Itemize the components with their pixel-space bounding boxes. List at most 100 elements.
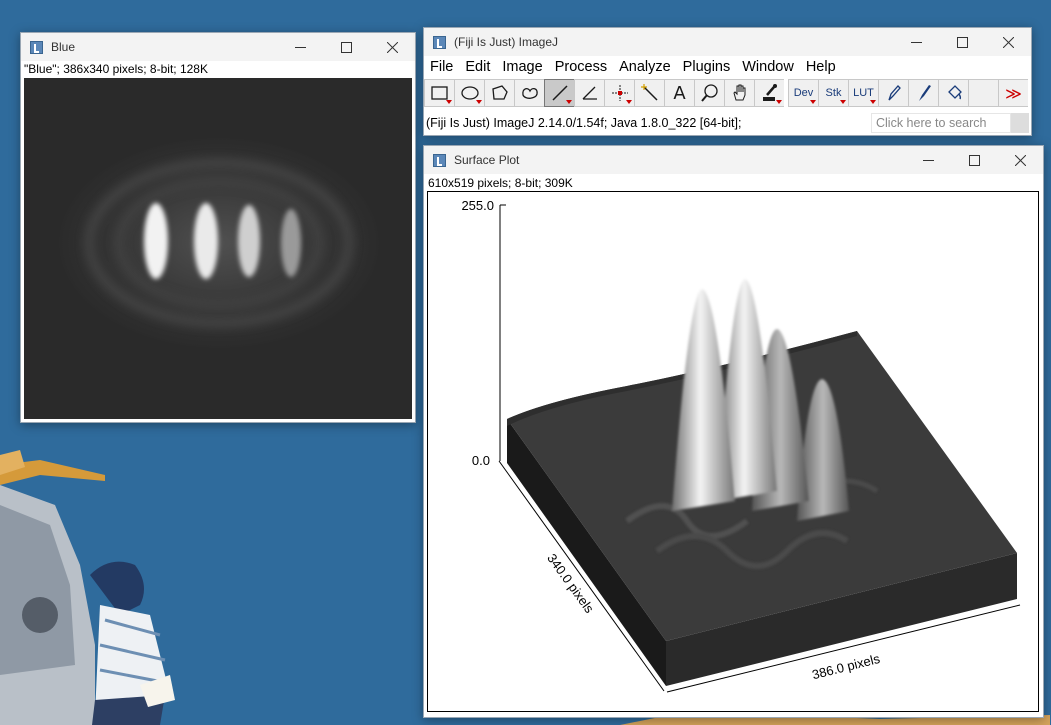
fringe-3 — [238, 205, 260, 277]
surface-side-left — [507, 419, 666, 686]
point-tool[interactable] — [604, 79, 634, 107]
search-button[interactable] — [1011, 113, 1029, 133]
wand-tool[interactable] — [634, 79, 664, 107]
image-info: "Blue"; 386x340 pixels; 8-bit; 128K — [24, 62, 208, 76]
text-tool[interactable]: A — [664, 79, 694, 107]
flood-fill-tool[interactable] — [938, 79, 968, 107]
close-icon — [1002, 36, 1014, 48]
blue-image-window: Blue "Blue"; 386x340 pixels; 8-bit; 128K — [20, 32, 416, 423]
close-button[interactable] — [985, 28, 1031, 56]
surface-side-front — [666, 553, 1017, 686]
color-picker-tool[interactable] — [754, 79, 784, 107]
more-tools-button[interactable]: ≫ — [998, 79, 1028, 107]
menu-analyze[interactable]: Analyze — [619, 59, 671, 75]
lut-label: LUT — [853, 87, 874, 99]
minimize-icon — [294, 46, 306, 48]
brush-icon — [918, 85, 931, 101]
menu-window[interactable]: Window — [742, 59, 794, 75]
rectangle-icon — [430, 86, 448, 100]
polygon-icon — [491, 85, 508, 100]
polygon-tool[interactable] — [484, 79, 514, 107]
y-axis-line — [498, 460, 665, 692]
window-title: Surface Plot — [454, 153, 520, 167]
lut-tool[interactable]: LUT — [848, 79, 878, 107]
oval-icon — [460, 86, 479, 100]
double-chevron-icon: ≫ — [1005, 83, 1022, 103]
close-button[interactable] — [369, 33, 415, 61]
stk-tool[interactable]: Stk — [818, 79, 848, 107]
image-canvas[interactable] — [24, 78, 412, 419]
z-axis-max-label: 255.0 — [461, 198, 494, 213]
angle-tool[interactable] — [574, 79, 604, 107]
wallpaper-art — [0, 450, 175, 725]
brush-tool[interactable] — [908, 79, 938, 107]
search-input[interactable]: Click here to search — [871, 113, 1011, 133]
maximize-button[interactable] — [323, 33, 369, 61]
pencil-tool[interactable] — [878, 79, 908, 107]
maximize-button[interactable] — [951, 146, 997, 174]
maximize-icon — [968, 154, 980, 166]
eyedropper-icon — [762, 84, 777, 101]
imagej-main-window: (Fiji Is Just) ImageJ File Edit Image Pr… — [423, 27, 1032, 136]
fringe-2 — [194, 203, 218, 279]
line-tool[interactable] — [544, 79, 574, 107]
window-title: Blue — [51, 40, 76, 54]
close-icon — [386, 41, 398, 53]
wand-icon — [640, 84, 658, 101]
fringe-1 — [144, 203, 168, 279]
hand-icon — [732, 84, 745, 101]
fringe-4 — [281, 209, 301, 277]
maximize-icon — [340, 41, 352, 53]
magnifier-icon — [700, 84, 718, 102]
imagej-app-icon — [30, 40, 43, 54]
hand-tool[interactable] — [724, 79, 754, 107]
menu-edit[interactable]: Edit — [465, 59, 491, 75]
stk-label: Stk — [825, 87, 842, 99]
menu-bar: File Edit Image Process Analyze Plugins … — [424, 56, 842, 78]
imagej-titlebar[interactable]: (Fiji Is Just) ImageJ — [424, 28, 1031, 56]
menu-help[interactable]: Help — [805, 59, 836, 75]
imagej-app-icon — [433, 153, 446, 167]
maximize-button[interactable] — [939, 28, 985, 56]
menu-plugins[interactable]: Plugins — [682, 59, 731, 75]
surface-plot-window: Surface Plot 610x519 pixels; 8-bit; 309K — [423, 145, 1044, 718]
text-icon: A — [673, 82, 686, 104]
angle-icon — [582, 86, 597, 100]
oval-tool[interactable] — [454, 79, 484, 107]
dev-tool[interactable]: Dev — [788, 79, 818, 107]
menu-file[interactable]: File — [430, 59, 454, 75]
minimize-button[interactable] — [893, 28, 939, 56]
status-text: (Fiji Is Just) ImageJ 2.14.0/1.54f; Java… — [426, 116, 742, 130]
minimize-button[interactable] — [277, 33, 323, 61]
point-icon — [611, 85, 628, 101]
menu-image[interactable]: Image — [502, 59, 543, 75]
tool-bar: A Dev Stk LUT — [424, 79, 1028, 109]
surface-peak-2 — [717, 279, 777, 501]
surface-plot-titlebar[interactable]: Surface Plot — [424, 146, 1043, 174]
menu-process[interactable]: Process — [554, 59, 608, 75]
empty-tool-slot — [968, 79, 998, 107]
surface-peak-4 — [797, 379, 849, 521]
zoom-tool[interactable] — [694, 79, 724, 107]
minimize-icon — [910, 41, 922, 43]
window-title: (Fiji Is Just) ImageJ — [454, 35, 559, 49]
minimize-button[interactable] — [905, 146, 951, 174]
surface-plot-canvas[interactable]: 255.0 0.0 340.0 pixels — [427, 191, 1039, 712]
freehand-tool[interactable] — [514, 79, 544, 107]
dev-label: Dev — [793, 87, 814, 99]
line-icon — [551, 85, 568, 101]
blue-window-titlebar[interactable]: Blue — [21, 33, 415, 61]
paint-bucket-icon — [947, 85, 962, 100]
image-info: 610x519 pixels; 8-bit; 309K — [428, 176, 573, 190]
close-button[interactable] — [997, 146, 1043, 174]
pencil-icon — [887, 85, 901, 101]
x-axis-line — [666, 604, 1021, 693]
close-icon — [1014, 154, 1026, 166]
rectangle-tool[interactable] — [424, 79, 454, 107]
minimize-icon — [922, 159, 934, 161]
maximize-icon — [956, 36, 968, 48]
z-axis-min-label: 0.0 — [472, 453, 490, 468]
freehand-icon — [521, 87, 538, 99]
surface-peak-1 — [672, 289, 735, 511]
